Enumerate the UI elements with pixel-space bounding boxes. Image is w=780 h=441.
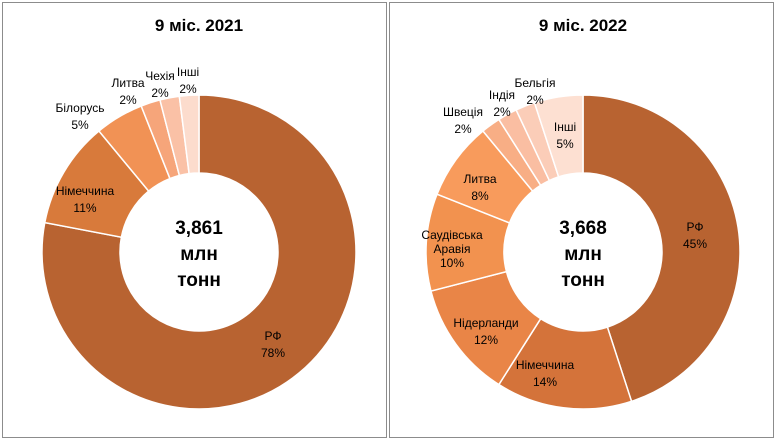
chart-panel-2022: 9 міс. 2022 РФ 45% Німеччина 14% Нідерланди 12… bbox=[389, 2, 774, 438]
chart-panel-2021: 9 міс. 2021 РФ 78% Німеччина 11% Білорусь 5% Ли… bbox=[2, 2, 387, 438]
slice-label-germany-2021: Німеччина 11% bbox=[56, 184, 115, 215]
donut-chart-2021: 9 міс. 2021 РФ 78% Німеччина 11% Білорусь 5% Ли… bbox=[41, 16, 357, 410]
slice-other-2021 bbox=[178, 94, 200, 175]
slice-label-lithuania-2021: Литва 2% bbox=[112, 76, 145, 107]
chart-title-2022: 9 міс. 2022 bbox=[539, 16, 627, 35]
center-total-2021: 3,861 млн тонн bbox=[175, 218, 223, 291]
slice-label-czechia-2021: Чехія 2% bbox=[145, 69, 175, 100]
slice-label-india-2022: Індія 2% bbox=[489, 88, 515, 119]
slice-label-belgium-2022: Бельгія 2% bbox=[515, 76, 556, 107]
slice-rf-2022 bbox=[582, 94, 741, 403]
slice-rf-2021 bbox=[41, 94, 357, 410]
slice-label-rf-2021: РФ 78% bbox=[261, 329, 285, 360]
slice-label-other-2021: Інші 2% bbox=[177, 65, 199, 96]
donut-chart-2022: 9 міс. 2022 РФ 45% Німеччина 14% Нідерланди 12… bbox=[421, 16, 741, 410]
chart-title-2021: 9 міс. 2021 bbox=[155, 16, 243, 35]
slice-label-rf-2022: РФ 45% bbox=[683, 220, 707, 251]
slice-label-other-2022: Інші 5% bbox=[554, 120, 576, 151]
slice-label-germany-2022: Німеччина 14% bbox=[516, 358, 575, 389]
slice-label-belarus-2021: Білорусь 5% bbox=[55, 101, 104, 132]
slice-label-lithuania-2022: Литва 8% bbox=[464, 172, 497, 203]
slice-label-sweden-2022: Швеція 2% bbox=[443, 105, 483, 136]
center-total-2022: 3,668 млн тонн bbox=[559, 218, 607, 291]
slice-label-saudi-arabia-2022: Саудівська Аравія 10% bbox=[421, 228, 483, 270]
slice-label-netherlands-2022: Нідерланди 12% bbox=[453, 316, 518, 347]
slice-other-2022 bbox=[533, 94, 584, 178]
